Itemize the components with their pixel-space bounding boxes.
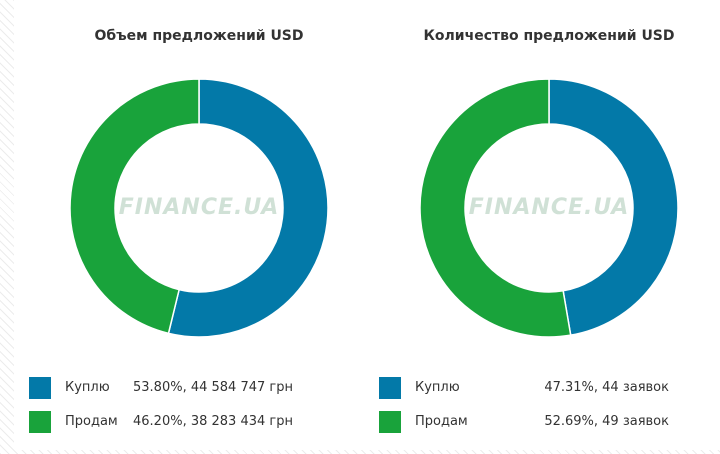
legend-item-sell: Продам 52.69%, 49 заявок bbox=[379, 407, 719, 441]
legend-label: Куплю bbox=[415, 380, 460, 395]
legend-label: Продам bbox=[415, 414, 468, 429]
chart-title: Количество предложений USD bbox=[423, 28, 675, 44]
legend-value: 52.69%, 49 заявок bbox=[544, 414, 669, 429]
legend-label: Продам bbox=[65, 414, 118, 429]
donut-slice-buy bbox=[548, 78, 679, 337]
donut-slice-sell bbox=[69, 78, 200, 335]
volume-chart: Объем предложений USD FINANCE.UA Куплю 5… bbox=[29, 0, 369, 450]
buy-swatch bbox=[379, 377, 401, 399]
buy-swatch bbox=[29, 377, 51, 399]
count-donut bbox=[419, 78, 679, 338]
left-hatch-border bbox=[0, 0, 14, 454]
legend-value: 46.20%, 38 283 434 грн bbox=[133, 414, 293, 429]
legend-value: 47.31%, 44 заявок bbox=[544, 380, 669, 395]
donut-slice-sell bbox=[419, 78, 572, 338]
volume-donut bbox=[69, 78, 329, 338]
legend-item-buy: Куплю 47.31%, 44 заявок bbox=[379, 373, 719, 407]
legend-label: Куплю bbox=[65, 380, 110, 395]
bottom-hatch-border bbox=[0, 450, 720, 454]
sell-swatch bbox=[29, 411, 51, 433]
legend: Куплю 53.80%, 44 584 747 грн Продам 46.2… bbox=[29, 373, 369, 441]
legend-item-sell: Продам 46.20%, 38 283 434 грн bbox=[29, 407, 369, 441]
donut-slice-buy bbox=[167, 78, 329, 338]
count-chart: Количество предложений USD FINANCE.UA Ку… bbox=[379, 0, 719, 450]
legend-value: 53.80%, 44 584 747 грн bbox=[133, 380, 293, 395]
chart-title: Объем предложений USD bbox=[94, 28, 304, 44]
legend: Куплю 47.31%, 44 заявок Продам 52.69%, 4… bbox=[379, 373, 719, 441]
watermark: FINANCE.UA bbox=[118, 195, 280, 220]
sell-swatch bbox=[379, 411, 401, 433]
watermark: FINANCE.UA bbox=[468, 195, 630, 220]
legend-item-buy: Куплю 53.80%, 44 584 747 грн bbox=[29, 373, 369, 407]
